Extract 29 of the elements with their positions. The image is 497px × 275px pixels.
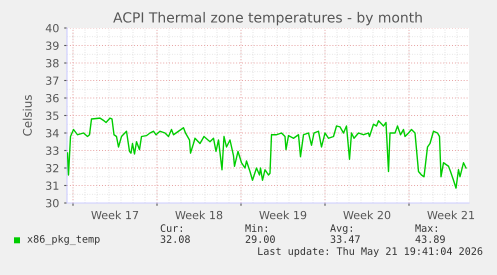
y-tick-label: 30 bbox=[46, 198, 59, 208]
x-tick-label: Week 21 bbox=[427, 210, 474, 220]
y-tick-label: 40 bbox=[46, 24, 59, 32]
y-tick-label: 34 bbox=[46, 128, 59, 138]
chart-title: ACPI Thermal zone temperatures - by month bbox=[113, 12, 422, 26]
x-tick-label: Week 17 bbox=[91, 210, 138, 220]
x-tick-label: Week 20 bbox=[343, 210, 390, 220]
text: 32.08 bbox=[160, 235, 190, 243]
y-tick-label: 31 bbox=[46, 181, 58, 190]
y-tick-label: 32 bbox=[46, 164, 58, 172]
text: 33.47 bbox=[330, 235, 360, 243]
text: Last update: Thu May 21 19:41:04 2026 bbox=[258, 247, 482, 257]
y-tick-label: 37 bbox=[46, 76, 58, 85]
y-tick-label: 35 bbox=[46, 111, 58, 120]
y-tick-label: 33 bbox=[46, 146, 58, 155]
y-tick-label: 38 bbox=[46, 58, 59, 68]
legend-label: x86_pkg_temp bbox=[27, 234, 100, 246]
x-tick-label: Week 18 bbox=[175, 210, 222, 220]
x-tick-label: Week 19 bbox=[259, 210, 306, 220]
text: 43.89 bbox=[416, 235, 445, 243]
y-axis-title: Celsius bbox=[22, 95, 32, 136]
text: Avg: bbox=[330, 224, 352, 234]
y-tick-label: 39 bbox=[46, 41, 59, 50]
y-tick-label: 36 bbox=[46, 94, 59, 102]
text: Min: bbox=[245, 224, 267, 232]
text: 29.00 bbox=[246, 235, 275, 243]
text: Max: bbox=[415, 224, 437, 232]
text: Cur: bbox=[160, 224, 182, 232]
line-series bbox=[67, 117, 467, 189]
